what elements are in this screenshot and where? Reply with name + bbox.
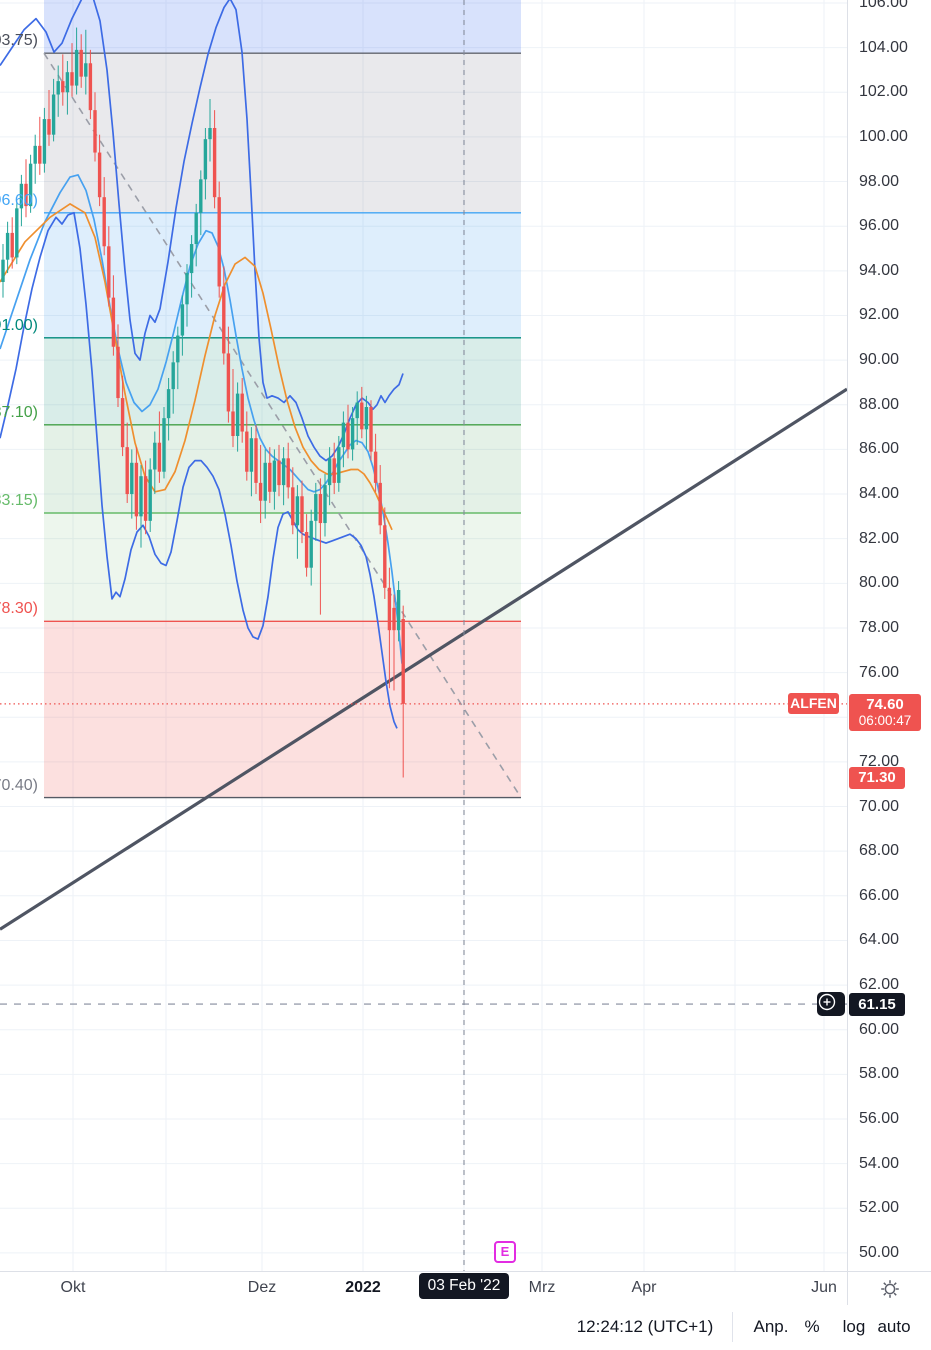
bar-countdown: 06:00:47 (858, 712, 912, 728)
price-tick: 88.00 (859, 395, 900, 413)
time-label-mrz: Mrz (528, 1279, 556, 1296)
percent-scale-button[interactable]: % (804, 1317, 820, 1336)
level-label: (91.00) (0, 316, 38, 334)
price-tick: 80.00 (859, 574, 900, 592)
price-tick: 84.00 (859, 485, 900, 503)
price-tick: 104.00 (859, 38, 908, 56)
time-axis[interactable]: 03 Feb '22 Okt Dez 2022 Mrz Apr Jun (0, 1271, 931, 1306)
time-label-jun: Jun (811, 1279, 837, 1296)
price-tick: 58.00 (859, 1065, 900, 1083)
price-tick: 52.00 (859, 1199, 900, 1217)
level-label: (78.30) (0, 600, 38, 618)
earnings-event-badge[interactable]: E (494, 1241, 516, 1263)
symbol-flag: ALFEN (788, 693, 839, 715)
level-label: (87.10) (0, 403, 38, 421)
price-tick: 78.00 (859, 618, 900, 636)
indicator-band-lower (0, 211, 398, 729)
price-tick: 86.00 (859, 440, 900, 458)
price-tick: 66.00 (859, 886, 900, 904)
bottom-toolbar: 12:24:12 (UTC+1) Anp. % log auto (0, 1305, 931, 1350)
circle-plus-icon (818, 993, 836, 1011)
price-tick: 54.00 (859, 1154, 900, 1172)
price-tick: 68.00 (859, 842, 900, 860)
level-label: (83.15) (0, 492, 38, 509)
price-axis[interactable]: 50.00 52.00 54.00 56.00 58.00 60.00 62.00 64.00… (847, 0, 931, 1271)
crosshair-price-badge: 61.15 (849, 992, 905, 1016)
chart-pane[interactable]: ALFEN E (103.75) (96.60) (91.00) (87.10) (83… (0, 0, 847, 1271)
time-label-apr: Apr (631, 1279, 657, 1296)
low-price-badge: 71.30 (849, 766, 905, 789)
clock[interactable]: 12:24:12 (UTC+1) (576, 1317, 714, 1336)
indicator-ma-orange (0, 203, 393, 531)
log-scale-button[interactable]: log (842, 1317, 866, 1336)
price-tick: 90.00 (859, 351, 900, 369)
price-tick: 100.00 (859, 127, 908, 145)
price-tick: 106.00 (859, 0, 908, 11)
level-label: (103.75) (0, 32, 38, 50)
price-tick: 102.00 (859, 83, 908, 101)
level-label: (96.60) (0, 191, 38, 209)
crosshair-date-badge: 03 Feb '22 (419, 1273, 509, 1299)
toolbar-divider (732, 1312, 733, 1342)
price-tick: 60.00 (859, 1020, 900, 1038)
price-tick: 96.00 (859, 217, 900, 235)
price-tick: 98.00 (859, 172, 900, 190)
price-tick: 64.00 (859, 931, 900, 949)
price-tick: 76.00 (859, 663, 900, 681)
time-label-okt: Okt (60, 1279, 86, 1296)
price-tick: 56.00 (859, 1110, 900, 1127)
current-price-value: 74.60 (866, 695, 904, 713)
add-alert-plus-button[interactable] (817, 992, 845, 1017)
time-label-dez: Dez (247, 1279, 277, 1296)
settings-gear-icon (881, 1280, 899, 1298)
price-tick: 72.00 (859, 752, 900, 770)
time-label-2022: 2022 (345, 1279, 381, 1296)
level-label: (70.40) (0, 776, 38, 794)
price-tick: 70.00 (859, 797, 900, 815)
price-tick: 82.00 (859, 529, 900, 547)
current-price-badge: 74.60 06:00:47 (849, 693, 921, 731)
price-tick: 50.00 (859, 1243, 900, 1261)
adjust-button[interactable]: Anp. (753, 1317, 789, 1336)
price-tick: 94.00 (859, 261, 900, 279)
candlestick-chart (0, 0, 847, 1271)
price-axis-settings[interactable] (847, 1272, 931, 1306)
auto-scale-button[interactable]: auto (877, 1317, 911, 1336)
price-tick: 92.00 (859, 306, 900, 324)
price-tick: 62.00 (859, 976, 900, 994)
